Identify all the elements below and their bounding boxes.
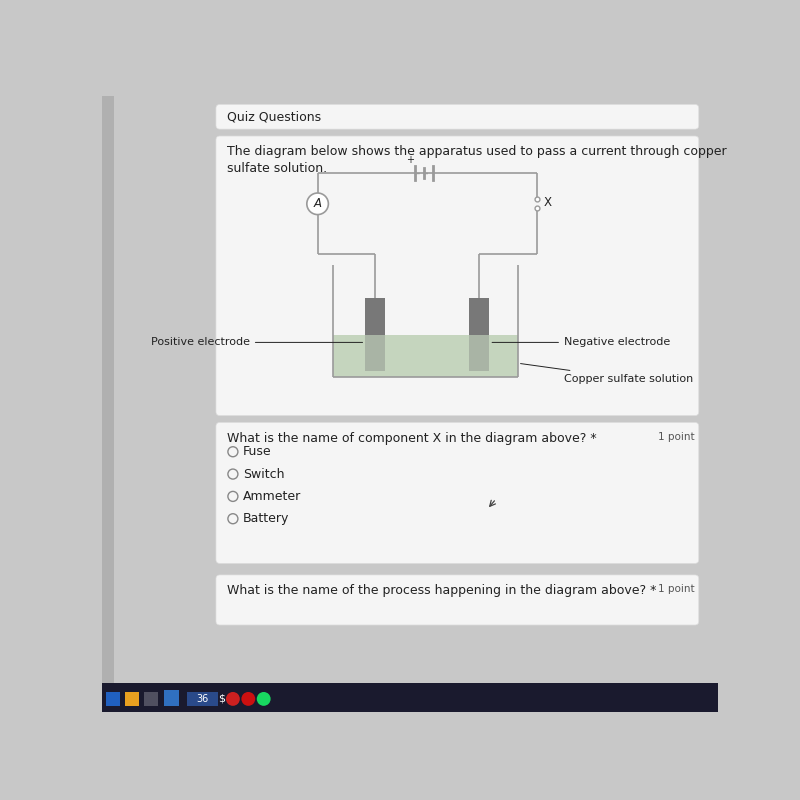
FancyBboxPatch shape [216,105,698,129]
Text: What is the name of component X in the diagram above? *: What is the name of component X in the d… [226,432,596,445]
Text: Switch: Switch [243,467,285,481]
Bar [334,334,517,376]
Text: $: $ [218,694,226,704]
Bar [102,96,114,682]
Bar [102,682,718,712]
Text: Copper sulfate solution: Copper sulfate solution [521,363,694,383]
Circle shape [242,692,255,706]
Bar [470,298,490,371]
Text: What is the name of the process happening in the diagram above? *: What is the name of the process happenin… [226,584,656,597]
Circle shape [307,193,328,214]
Circle shape [226,692,240,706]
Text: Battery: Battery [243,512,290,526]
Bar [366,298,386,371]
Circle shape [257,692,270,706]
Bar [186,692,218,706]
Bar [163,690,179,706]
Text: Ammeter: Ammeter [243,490,301,503]
Bar [125,692,139,706]
Text: 1 point: 1 point [658,584,695,594]
Text: Negative electrode: Negative electrode [492,338,670,347]
Text: Fuse: Fuse [243,446,271,458]
Text: Quiz Questions: Quiz Questions [226,110,321,123]
Text: 36: 36 [196,694,208,704]
Text: A: A [314,198,322,210]
Bar [333,334,518,377]
FancyBboxPatch shape [216,136,698,415]
FancyBboxPatch shape [216,422,698,563]
Text: The diagram below shows the apparatus used to pass a current through copper
sulf: The diagram below shows the apparatus us… [226,146,726,175]
Bar [106,692,120,706]
Text: X: X [543,196,551,209]
Text: Positive electrode: Positive electrode [151,338,362,347]
Bar [144,692,158,706]
Text: 1 point: 1 point [658,432,695,442]
Text: +: + [406,154,414,165]
FancyBboxPatch shape [216,575,698,625]
